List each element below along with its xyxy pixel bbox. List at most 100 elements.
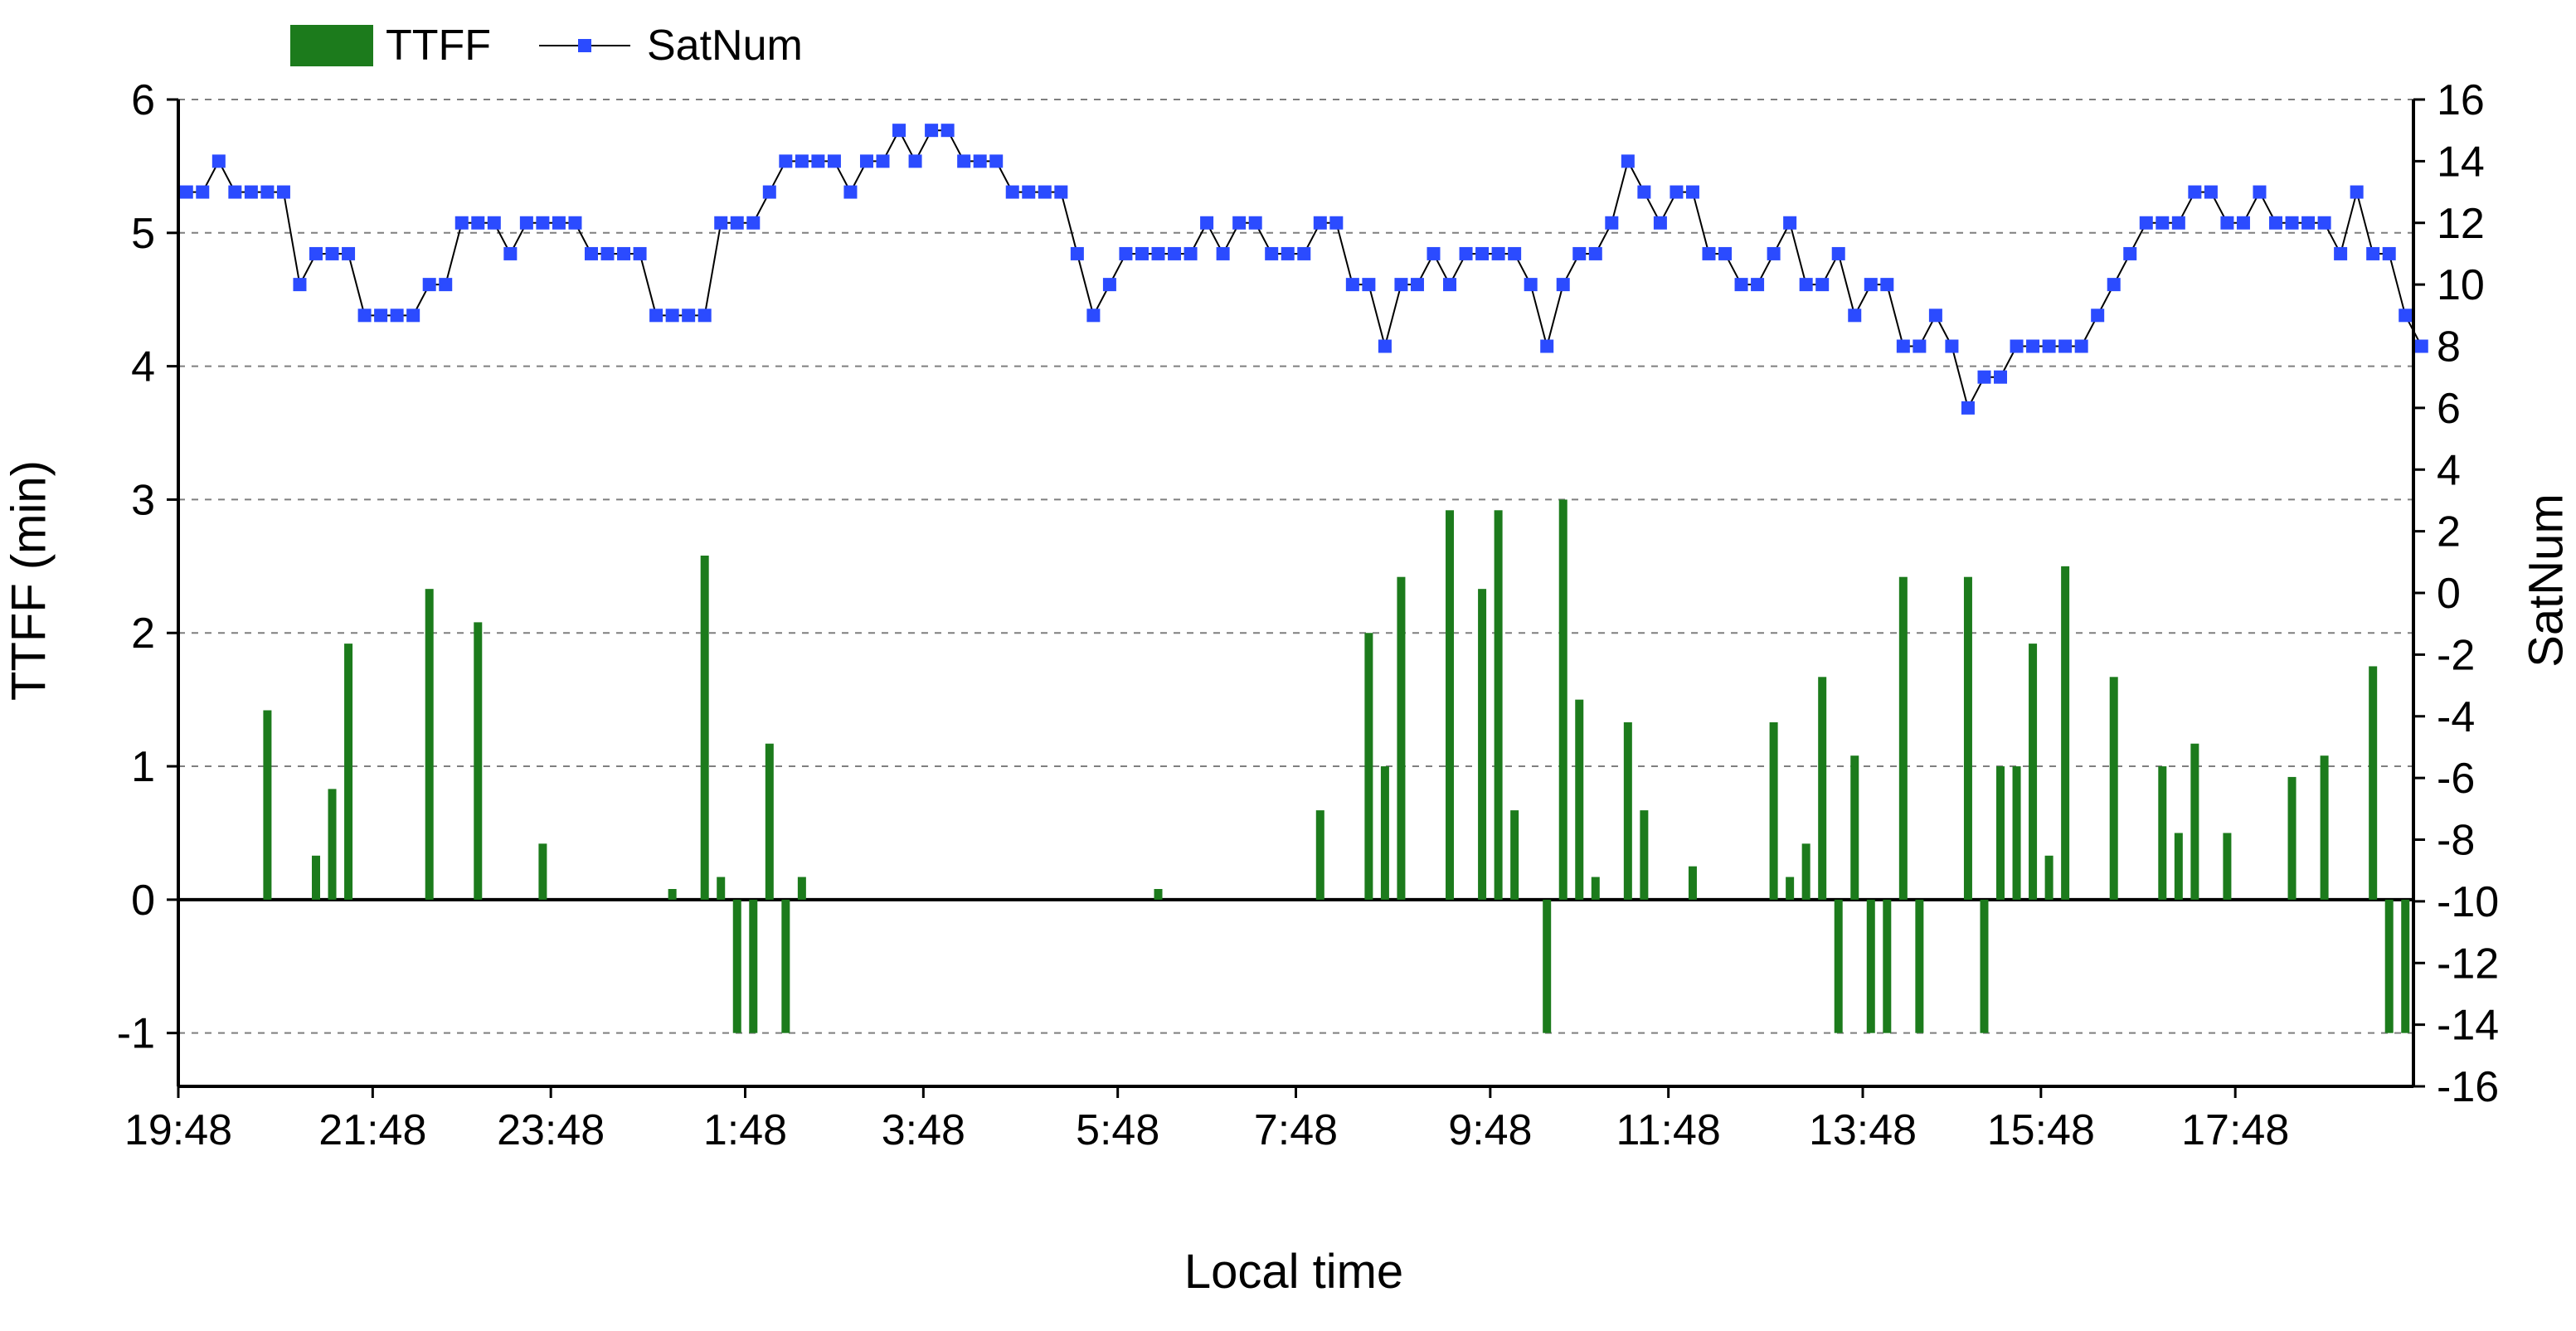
satnum-marker [1800,278,1813,291]
ttff-bar [1381,766,1389,900]
ttff-bar [1964,577,1972,900]
satnum-marker [1200,216,1213,230]
satnum-marker [698,308,712,322]
satnum-marker [1443,278,1456,291]
chart-svg: -10123456-16-14-12-10-8-6-4-202468101214… [0,0,2576,1327]
ttff-bar [1397,577,1405,900]
ttff-bar [766,744,774,900]
satnum-marker [1297,247,1310,260]
y-right-tick-label: 8 [2437,323,2461,372]
satnum-marker [601,247,615,260]
ttff-bar [312,856,320,900]
ttff-bar [1770,722,1778,900]
satnum-marker [1605,216,1618,230]
satnum-marker [1977,371,1990,384]
ttff-bar [2158,766,2166,900]
satnum-marker [277,186,290,199]
satnum-marker [1751,278,1764,291]
satnum-marker [1718,247,1732,260]
x-tick-label: 9:48 [1448,1106,1532,1154]
satnum-marker [245,186,258,199]
satnum-marker [1022,186,1035,199]
x-tick-label: 1:48 [703,1106,787,1154]
y-left-tick-label: 2 [131,610,155,658]
satnum-marker [1670,186,1683,199]
satnum-marker [1702,247,1715,260]
ttff-bar [2061,566,2069,900]
y-right-tick-label: 16 [2437,76,2485,124]
satnum-marker [1880,278,1893,291]
ttff-bar [781,900,790,1033]
ttff-bar [1915,900,1923,1033]
satnum-marker [1848,308,1861,322]
satnum-marker [731,216,744,230]
y-right-tick-label: 12 [2437,200,2485,248]
satnum-marker [1864,278,1878,291]
ttff-bar [1592,877,1600,900]
y-right-tick-label: 2 [2437,508,2461,556]
satnum-marker [1557,278,1570,291]
satnum-marker [520,216,533,230]
legend-marker-satnum [578,39,591,52]
satnum-marker [423,278,436,291]
y-left-tick-label: 4 [131,343,155,391]
satnum-marker [1589,247,1602,260]
y-right-tick-label: -6 [2437,755,2475,803]
satnum-marker [2286,216,2299,230]
satnum-marker [1006,186,1019,199]
y-right-tick-label: -16 [2437,1063,2499,1111]
satnum-marker [1492,247,1505,260]
ttff-bar [1364,633,1373,900]
satnum-marker [1783,216,1796,230]
satnum-marker [2334,247,2347,260]
ttff-bar [474,622,482,899]
satnum-marker [2204,186,2218,199]
ttff-bar [1543,900,1551,1033]
satnum-marker [1152,247,1165,260]
ttff-bar [1154,889,1163,900]
satnum-marker [1929,308,1942,322]
satnum-marker [455,216,469,230]
x-tick-label: 19:48 [124,1106,232,1154]
satnum-marker [779,154,792,168]
x-tick-label: 13:48 [1809,1106,1917,1154]
y-right-tick-label: -10 [2437,878,2499,926]
ttff-bar [1510,810,1519,900]
y-right-tick-label: -14 [2437,1002,2499,1050]
satnum-marker [180,186,193,199]
satnum-marker [1071,247,1084,260]
ttff-bar [2401,900,2409,1033]
y-right-tick-label: 0 [2437,570,2461,618]
satnum-marker [488,216,501,230]
ttff-bar [668,889,677,900]
satnum-marker [1540,340,1553,353]
satnum-marker [2123,247,2136,260]
x-tick-label: 11:48 [1616,1106,1721,1154]
ttff-bar [1478,589,1486,900]
y-left-tick-label: -1 [117,1010,155,1058]
satnum-marker [649,308,663,322]
satnum-marker [1086,308,1100,322]
satnum-marker [714,216,727,230]
y-right-label: SatNum [2519,493,2574,668]
satnum-marker [941,124,955,137]
satnum-marker [1329,216,1343,230]
y-right-tick-label: 4 [2437,446,2461,494]
satnum-marker [2253,186,2266,199]
satnum-marker [811,154,824,168]
ttff-bar [1575,700,1583,900]
satnum-marker [1994,371,2007,384]
x-tick-label: 5:48 [1076,1106,1159,1154]
y-left-label: TTFF (min) [2,460,57,701]
ttff-bar [2175,833,2183,899]
satnum-marker [1314,216,1327,230]
satnum-marker [2107,278,2121,291]
ttff-bar [701,556,709,900]
satnum-marker [2318,216,2331,230]
ttff-bar [2288,777,2297,900]
ttff-bar [2369,666,2377,899]
y-right-tick-label: -12 [2437,940,2499,988]
satnum-marker [1378,340,1392,353]
satnum-line [187,130,2422,408]
satnum-marker [1524,278,1538,291]
